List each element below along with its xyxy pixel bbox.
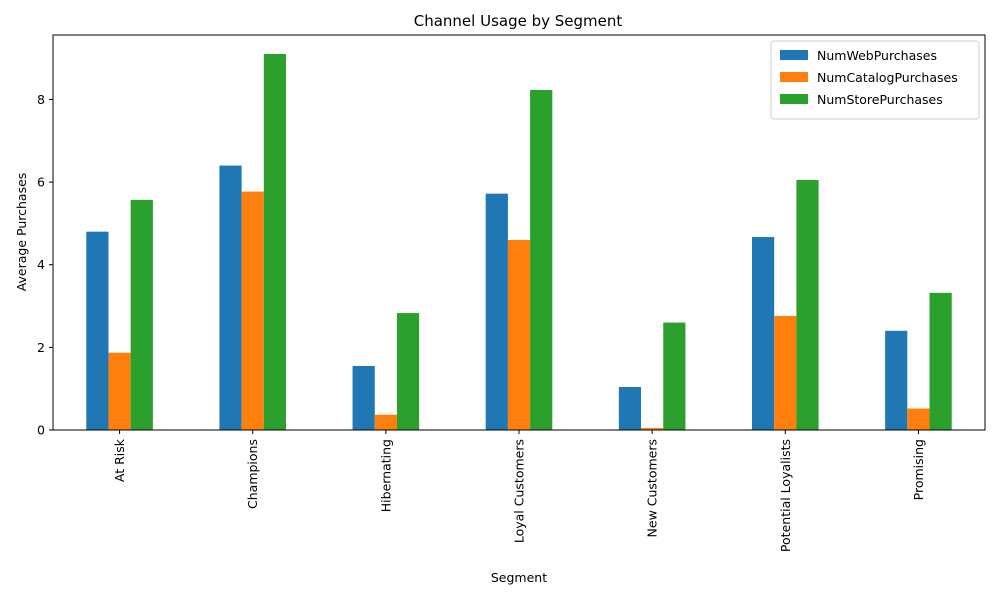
bar-NumWebPurchases-loyal-customers: [485, 193, 508, 430]
legend-label: NumCatalogPurchases: [817, 70, 958, 85]
bar-NumCatalogPurchases-new-customers: [641, 427, 664, 430]
bar-NumWebPurchases-champions: [219, 165, 242, 430]
legend-swatch: [780, 94, 808, 104]
x-axis-title: Segment: [491, 570, 547, 585]
bar-NumCatalogPurchases-loyal-customers: [507, 239, 531, 430]
legend: NumWebPurchases NumCatalogPurchases NumSto…: [770, 40, 980, 120]
chart-title: Channel Usage by Segment: [414, 12, 623, 30]
bar-NumStorePurchases-new-customers: [663, 322, 686, 430]
y-tick-label: 6: [37, 175, 45, 190]
bar-NumCatalogPurchases-promising: [907, 408, 930, 430]
x-tick-label: New Customers: [645, 439, 660, 537]
legend-swatch: [780, 50, 808, 60]
bar-NumStorePurchases-at-risk: [130, 199, 153, 430]
x-tick-label: Promising: [911, 439, 926, 500]
plot-frame: [52, 34, 986, 431]
bar-NumStorePurchases-hibernating: [396, 313, 420, 430]
legend-label: NumWebPurchases: [817, 48, 937, 63]
y-tick-label: 8: [37, 92, 45, 107]
x-tick-label: At Risk: [112, 438, 127, 482]
bar-NumCatalogPurchases-hibernating: [374, 414, 397, 430]
y-tick-label: 4: [37, 257, 45, 272]
bar-NumCatalogPurchases-potential-loyalists: [774, 315, 797, 430]
bar-NumCatalogPurchases-champions: [241, 191, 264, 430]
bar-NumWebPurchases-promising: [885, 330, 908, 430]
x-tick-label: Loyal Customers: [512, 439, 527, 543]
bar-NumWebPurchases-at-risk: [86, 231, 109, 430]
bar-NumCatalogPurchases-at-risk: [108, 352, 131, 430]
x-tick-label: Champions: [245, 439, 260, 509]
bar-NumStorePurchases-promising: [929, 292, 952, 430]
bar-NumStorePurchases-champions: [263, 54, 287, 430]
x-tick-label: Potential Loyalists: [778, 439, 793, 552]
y-tick-label: 0: [37, 423, 45, 438]
y-tick-label: 2: [37, 340, 45, 355]
bar-NumStorePurchases-potential-loyalists: [796, 180, 819, 430]
bars-group: [86, 54, 952, 430]
x-tick-label: Hibernating: [378, 439, 393, 512]
bar-NumWebPurchases-new-customers: [618, 387, 642, 430]
x-axis: At Risk Champions Hibernating Loyal Custome…: [112, 430, 926, 552]
legend-swatch: [780, 72, 808, 82]
bar-NumWebPurchases-potential-loyalists: [751, 237, 775, 430]
legend-label: NumStorePurchases: [817, 92, 943, 107]
y-axis: 0 2 4 6 8: [37, 92, 53, 438]
bar-NumStorePurchases-loyal-customers: [530, 89, 553, 430]
legend-box: [770, 40, 980, 120]
y-axis-title: Average Purchases: [14, 173, 29, 292]
bar-NumWebPurchases-hibernating: [352, 365, 375, 430]
